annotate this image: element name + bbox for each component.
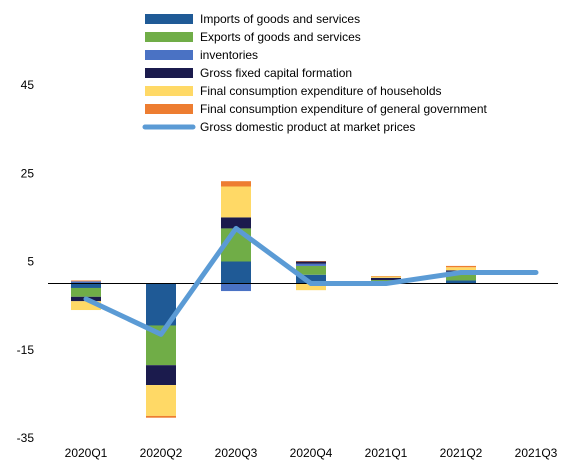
bar-final-consumption-expenditure-of-households-2020q2 (146, 385, 176, 416)
y-axis: -35 -15 5 25 45 (17, 78, 35, 445)
bar-imports-of-goods-and-services-2020q3 (221, 261, 251, 284)
y-tick-label: -35 (17, 431, 35, 445)
legend-label-exports-of-goods-and-services: Exports of goods and services (200, 30, 361, 44)
bar-gross-fixed-capital-formation-2020q2 (146, 365, 176, 386)
bar-gross-fixed-capital-formation-2020q3 (221, 217, 251, 229)
legend-swatch-imports-of-goods-and-services (145, 14, 193, 24)
legend-label-final-consumption-expenditure-of-general-government: Final consumption expenditure of general… (200, 102, 488, 116)
x-tick-label: 2020Q4 (290, 446, 333, 460)
bar-final-consumption-expenditure-of-households-2021q1 (371, 276, 401, 278)
x-tick-label: 2020Q1 (65, 446, 108, 460)
bar-final-consumption-expenditure-of-households-2020q3 (221, 186, 251, 218)
y-tick-label: 45 (21, 78, 35, 92)
bar-exports-of-goods-and-services-2021q2 (446, 273, 476, 281)
legend-label-gross-fixed-capital-formation: Gross fixed capital formation (200, 66, 352, 80)
bar-final-consumption-expenditure-of-general-government-2021q1 (371, 276, 401, 277)
bar-gross-fixed-capital-formation-2021q1 (371, 277, 401, 281)
bar-imports-of-goods-and-services-2020q4 (296, 274, 326, 284)
bar-exports-of-goods-and-services-2020q4 (296, 265, 326, 275)
legend-swatch-gross-fixed-capital-formation (145, 68, 193, 78)
bar-final-consumption-expenditure-of-households-2020q4 (296, 283, 326, 291)
bar-final-consumption-expenditure-of-households-2020q1 (71, 301, 101, 311)
bar-final-consumption-expenditure-of-general-government-2021q2 (446, 265, 476, 268)
x-tick-label: 2020Q3 (215, 446, 258, 460)
legend-swatch-final-consumption-expenditure-of-households (145, 86, 193, 96)
x-tick-label: 2021Q2 (440, 446, 483, 460)
bar-imports-of-goods-and-services-2020q1 (71, 283, 101, 288)
bar-imports-of-goods-and-services-2021q2 (446, 280, 476, 284)
legend-label-gross-domestic-product-at-market-prices: Gross domestic product at market prices (200, 120, 415, 134)
x-tick-label: 2021Q3 (515, 446, 558, 460)
bars-layer (71, 181, 476, 418)
x-tick-label: 2020Q2 (140, 446, 183, 460)
bar-final-consumption-expenditure-of-general-government-2020q1 (71, 280, 101, 282)
x-axis: 2020Q1 2020Q2 2020Q3 2020Q4 2021Q1 2021Q2 2021… (65, 446, 558, 460)
legend-label-inventories: inventories (200, 48, 258, 62)
y-tick-label: 25 (21, 166, 35, 180)
bar-inventories-2020q3 (221, 283, 251, 292)
legend-swatch-inventories (145, 50, 193, 60)
bar-final-consumption-expenditure-of-households-2021q2 (446, 267, 476, 271)
legend-swatch-final-consumption-expenditure-of-general-government (145, 104, 193, 114)
y-tick-label: -15 (17, 343, 35, 357)
bar-inventories-2020q4 (296, 263, 326, 266)
bar-gross-fixed-capital-formation-2020q4 (296, 261, 326, 264)
legend: Imports of goods and services Exports of … (142, 12, 488, 134)
gdp-line-layer (83, 225, 539, 337)
bar-final-consumption-expenditure-of-general-government-2020q2 (146, 415, 176, 418)
y-tick-label: 5 (27, 255, 34, 269)
bar-final-consumption-expenditure-of-general-government-2020q3 (221, 181, 251, 187)
bar-final-consumption-expenditure-of-general-government-2020q4 (296, 261, 326, 262)
legend-label-imports-of-goods-and-services: Imports of goods and services (200, 12, 360, 26)
x-tick-label: 2021Q1 (365, 446, 408, 460)
series-line-gross-domestic-product-at-market-prices (83, 225, 539, 337)
legend-swatch-exports-of-goods-and-services (145, 32, 193, 42)
bar-exports-of-goods-and-services-2020q1 (71, 287, 101, 297)
bar-inventories-2020q1 (71, 281, 101, 284)
legend-label-final-consumption-expenditure-of-households: Final consumption expenditure of househo… (200, 84, 442, 98)
